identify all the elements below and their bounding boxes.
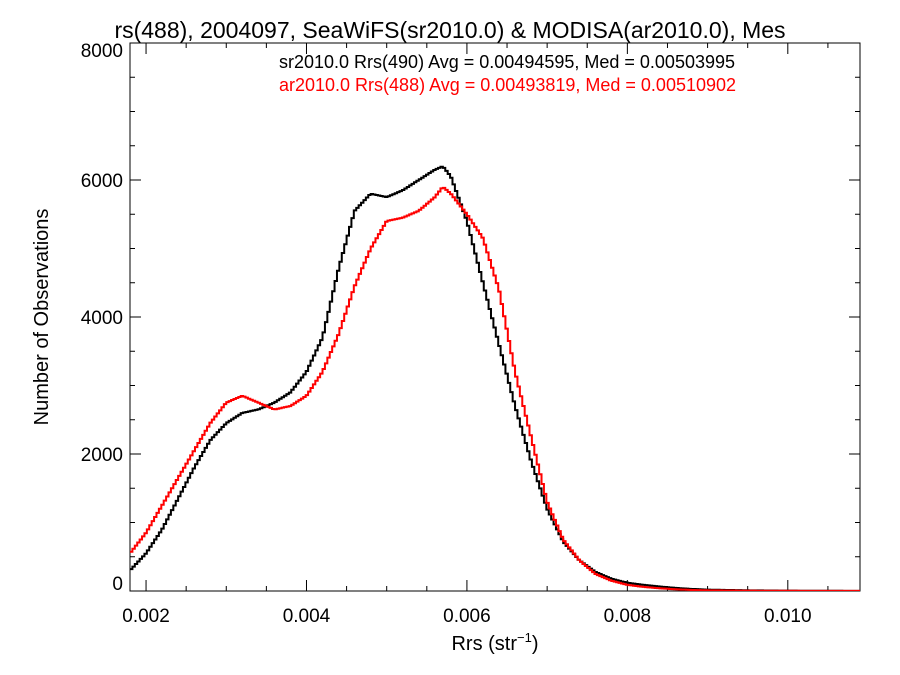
y-tick-label: 2000: [81, 445, 123, 466]
series-line-1: [130, 165, 860, 591]
x-axis-title-end: ): [532, 633, 539, 655]
y-tick-label: 0: [112, 574, 123, 595]
data-series: [130, 165, 860, 591]
x-tick-label: 0.010: [764, 606, 812, 627]
chart-title: rs(488), 2004097, SeaWiFS(sr2010.0) & MO…: [114, 17, 785, 43]
y-tick-label: 8000: [81, 41, 123, 62]
axis-ticks: [130, 42, 860, 592]
x-axis-title: Rrs (str−1): [451, 630, 538, 655]
x-axis-title-main: Rrs (str: [451, 633, 517, 655]
x-axis-title-superscript: −1: [517, 630, 532, 645]
axis-tick-labels: 0.002 0.004 0.006 0.008 0.010 0 2000 4000 6000 80…: [81, 41, 812, 627]
x-tick-label: 0.004: [283, 606, 331, 627]
plot-frame: [129, 42, 861, 592]
plot-area: [129, 42, 861, 592]
x-tick-label: 0.002: [122, 606, 170, 627]
x-tick-label: 0.006: [443, 606, 491, 627]
x-tick-label: 0.008: [604, 606, 652, 627]
series-line-2: [130, 186, 860, 591]
y-tick-label: 6000: [81, 171, 123, 192]
legend-entry-1: sr2010.0 Rrs(490) Avg = 0.00494595, Med …: [279, 52, 735, 72]
legend: sr2010.0 Rrs(490) Avg = 0.00494595, Med …: [279, 52, 736, 95]
y-axis-title: Number of Observations: [31, 209, 53, 426]
legend-entry-2: ar2010.0 Rrs(488) Avg = 0.00493819, Med …: [279, 75, 736, 95]
y-tick-label: 4000: [81, 308, 123, 329]
